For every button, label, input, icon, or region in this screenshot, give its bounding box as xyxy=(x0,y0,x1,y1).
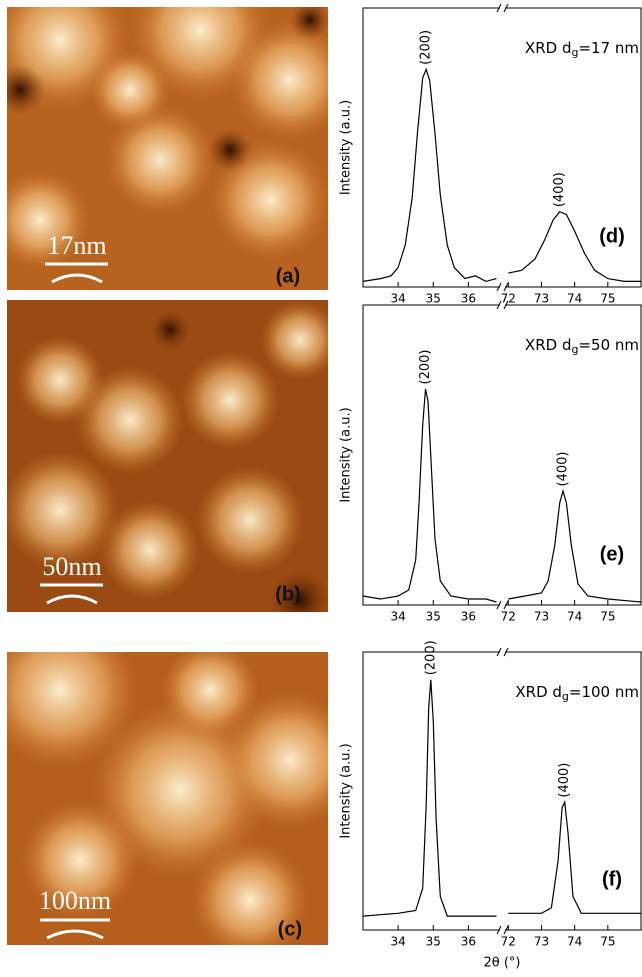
axis-break xyxy=(496,300,509,310)
annotation: XRD dg=17 nm xyxy=(525,39,639,60)
axis-frame xyxy=(362,304,642,606)
peak-label: (200) xyxy=(418,350,433,385)
annotation-text: XRD d xyxy=(515,683,562,701)
annotation-text: XRD d xyxy=(525,336,572,354)
x-tick-label: 73 xyxy=(534,935,549,949)
x-tick-label: 35 xyxy=(426,292,441,306)
afm-image-a xyxy=(7,7,328,290)
y-axis-label: Intensity (a.u.) xyxy=(339,407,354,502)
x-tick-label: 34 xyxy=(390,935,405,949)
annotation-text: =50 nm xyxy=(578,336,639,354)
xrd-curve xyxy=(362,679,641,917)
x-tick-label: 72 xyxy=(501,610,516,624)
panel-label: (f) xyxy=(602,868,622,890)
x-tick-label: 75 xyxy=(600,935,615,949)
x-tick-label: 74 xyxy=(567,292,582,306)
x-tick-label: 73 xyxy=(534,292,549,306)
annotation-subscript: g xyxy=(562,690,569,703)
peak-label: (400) xyxy=(556,452,571,487)
panel-label: (b) xyxy=(275,583,301,605)
axis-frame xyxy=(362,651,642,931)
x-tick-label: 36 xyxy=(461,292,476,306)
afm-image-c xyxy=(7,652,328,945)
peak-label: (200) xyxy=(423,640,438,675)
scale-bars xyxy=(40,262,110,940)
y-axis-label: Intensity (a.u.) xyxy=(339,100,354,195)
axis-break xyxy=(496,925,509,935)
x-tick-label: 36 xyxy=(461,610,476,624)
x-tick-label: 74 xyxy=(567,610,582,624)
x-tick-label: 73 xyxy=(534,610,549,624)
x-tick-label: 36 xyxy=(461,935,476,949)
annotation-subscript: g xyxy=(571,46,578,59)
annotation-subscript: g xyxy=(571,343,578,356)
x-tick-label: 72 xyxy=(501,292,516,306)
x-tick-label: 35 xyxy=(426,935,441,949)
x-tick-label: 35 xyxy=(426,610,441,624)
annotation: XRD dg=100 nm xyxy=(515,683,639,704)
xrd-curve xyxy=(362,67,641,283)
panel-label: (e) xyxy=(600,543,624,565)
x-tick-label: 75 xyxy=(600,292,615,306)
x-tick-label: 34 xyxy=(390,610,405,624)
panel-label: (d) xyxy=(599,225,625,247)
scale-label: 17nm xyxy=(47,231,106,260)
annotation-text: XRD d xyxy=(525,39,572,57)
xrd-curve xyxy=(362,388,642,603)
panel-label: (c) xyxy=(278,918,302,940)
axis-frame xyxy=(362,7,642,288)
x-tick-label: 34 xyxy=(390,292,405,306)
afm-image-b xyxy=(7,300,328,612)
xrd-chart: 34 35 36 72 73 74 75 (200) (400) Intensity (a.u.)… xyxy=(339,3,642,306)
y-axis-label: Intensity (a.u.) xyxy=(339,743,354,838)
scale-label: 50nm xyxy=(42,552,101,581)
x-tick-label: 72 xyxy=(501,935,516,949)
peak-label: (400) xyxy=(552,172,567,207)
peak-label: (400) xyxy=(557,763,572,798)
axis-break xyxy=(496,3,509,13)
axis-break xyxy=(496,282,509,292)
xrd-chart: 34 35 36 72 73 74 75 (200) (400) Intensity (a.u.)… xyxy=(339,300,642,624)
xrd-chart: 34 35 36 72 73 74 75 (200) (400) Intensity (a.u.)… xyxy=(339,640,642,971)
scale-label: 100nm xyxy=(39,886,111,915)
annotation-text: =100 nm xyxy=(569,683,639,701)
annotation-text: =17 nm xyxy=(578,39,639,57)
panel-label: (a) xyxy=(276,265,300,287)
axis-break xyxy=(496,647,509,657)
x-axis-label: 2θ (°) xyxy=(483,956,520,971)
peak-label: (200) xyxy=(419,30,434,65)
x-tick-label: 74 xyxy=(567,935,582,949)
x-tick-label: 75 xyxy=(600,610,615,624)
annotation: XRD dg=50 nm xyxy=(525,336,639,357)
axis-break xyxy=(496,600,509,610)
